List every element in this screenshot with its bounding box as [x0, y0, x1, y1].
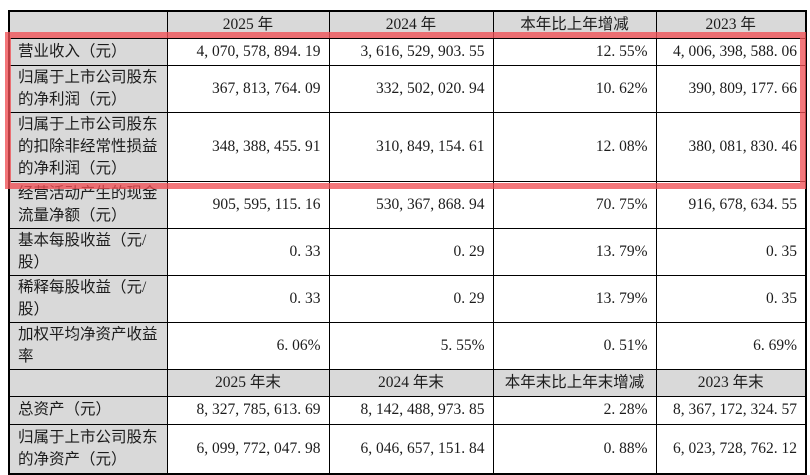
- table-row-net-assets: 归属于上市公司股东的净资产（元） 6, 099, 772, 047. 98 6,…: [8, 423, 807, 475]
- cell-value: 0. 51%: [492, 321, 657, 370]
- header-empty-cell: [8, 10, 168, 39]
- cell-value: 0. 29: [328, 274, 494, 323]
- cell-value: 4, 006, 398, 588. 06: [655, 37, 807, 66]
- cell-value: 4, 070, 578, 894. 19: [166, 37, 330, 66]
- cell-value: 13. 79%: [492, 274, 657, 323]
- cell-value: 6, 023, 728, 762. 12: [655, 423, 807, 475]
- cell-value: 0. 35: [655, 274, 807, 323]
- cell-value: 0. 35: [655, 227, 807, 276]
- cell-value: 6, 099, 772, 047. 98: [166, 423, 330, 475]
- financial-summary-table: 2025 年 2024 年 本年比上年增减 2023 年 营业收入（元） 4, …: [8, 10, 807, 475]
- cell-value: 367, 813, 764. 09: [166, 64, 330, 113]
- header-2023-year-end: 2023 年末: [655, 368, 807, 397]
- cell-value: 0. 29: [328, 227, 494, 276]
- table-header-row-current-year: 2025 年 2024 年 本年比上年增减 2023 年: [8, 10, 807, 39]
- cell-value: 6. 69%: [655, 321, 807, 370]
- cell-value: 6. 06%: [166, 321, 330, 370]
- table-row-net-profit-excl-nonrecurring: 归属于上市公司股东的扣除非经常性损益的净利润（元） 348, 388, 455.…: [8, 111, 807, 182]
- table-row-basic-eps: 基本每股收益（元/股） 0. 33 0. 29 13. 79% 0. 35: [8, 227, 807, 276]
- cell-value: 332, 502, 020. 94: [328, 64, 494, 113]
- row-label: 基本每股收益（元/股）: [8, 227, 168, 276]
- row-label: 稀释每股收益（元/股）: [8, 274, 168, 323]
- cell-value: 348, 388, 455. 91: [166, 111, 330, 182]
- table-header-row-year-end: 2025 年末 2024 年末 本年末比上年末增减 2023 年末: [8, 368, 807, 397]
- cell-value: 13. 79%: [492, 227, 657, 276]
- row-label: 归属于上市公司股东的扣除非经常性损益的净利润（元）: [8, 111, 168, 182]
- cell-value: 6, 046, 657, 151. 84: [328, 423, 494, 475]
- cell-value: 5. 55%: [328, 321, 494, 370]
- cell-value: 3, 616, 529, 903. 55: [328, 37, 494, 66]
- cell-value: 10. 62%: [492, 64, 657, 113]
- cell-value: 380, 081, 830. 46: [655, 111, 807, 182]
- table-row-operating-cash-flow: 经营活动产生的现金流量净额（元） 905, 595, 115. 16 530, …: [8, 180, 807, 229]
- table-row-net-profit: 归属于上市公司股东的净利润（元） 367, 813, 764. 09 332, …: [8, 64, 807, 113]
- table-row-diluted-eps: 稀释每股收益（元/股） 0. 33 0. 29 13. 79% 0. 35: [8, 274, 807, 323]
- cell-value: 905, 595, 115. 16: [166, 180, 330, 229]
- header-2025-year-end: 2025 年末: [166, 368, 330, 397]
- cell-value: 0. 33: [166, 274, 330, 323]
- row-label: 经营活动产生的现金流量净额（元）: [8, 180, 168, 229]
- header-empty-cell: [8, 368, 168, 397]
- header-2025: 2025 年: [166, 10, 330, 39]
- cell-value: 530, 367, 868. 94: [328, 180, 494, 229]
- table-row-weighted-avg-roe: 加权平均净资产收益率 6. 06% 5. 55% 0. 51% 6. 69%: [8, 321, 807, 370]
- table-row-total-assets: 总资产（元） 8, 327, 785, 613. 69 8, 142, 488,…: [8, 395, 807, 425]
- cell-value: 8, 142, 488, 973. 85: [328, 395, 494, 425]
- row-label: 归属于上市公司股东的净资产（元）: [8, 423, 168, 475]
- row-label: 总资产（元）: [8, 395, 168, 425]
- header-year-end-change: 本年末比上年末增减: [492, 368, 657, 397]
- cell-value: 12. 08%: [492, 111, 657, 182]
- table-row-revenue: 营业收入（元） 4, 070, 578, 894. 19 3, 616, 529…: [8, 37, 807, 66]
- header-2024-year-end: 2024 年末: [328, 368, 494, 397]
- cell-value: 12. 55%: [492, 37, 657, 66]
- cell-value: 8, 327, 785, 613. 69: [166, 395, 330, 425]
- row-label: 归属于上市公司股东的净利润（元）: [8, 64, 168, 113]
- row-label: 加权平均净资产收益率: [8, 321, 168, 370]
- cell-value: 2. 28%: [492, 395, 657, 425]
- header-2023: 2023 年: [655, 10, 807, 39]
- row-label: 营业收入（元）: [8, 37, 168, 66]
- cell-value: 916, 678, 634. 55: [655, 180, 807, 229]
- cell-value: 390, 809, 177. 66: [655, 64, 807, 113]
- cell-value: 310, 849, 154. 61: [328, 111, 494, 182]
- cell-value: 0. 88%: [492, 423, 657, 475]
- cell-value: 0. 33: [166, 227, 330, 276]
- cell-value: 70. 75%: [492, 180, 657, 229]
- header-yoy-change: 本年比上年增减: [492, 10, 657, 39]
- cell-value: 8, 367, 172, 324. 57: [655, 395, 807, 425]
- header-2024: 2024 年: [328, 10, 494, 39]
